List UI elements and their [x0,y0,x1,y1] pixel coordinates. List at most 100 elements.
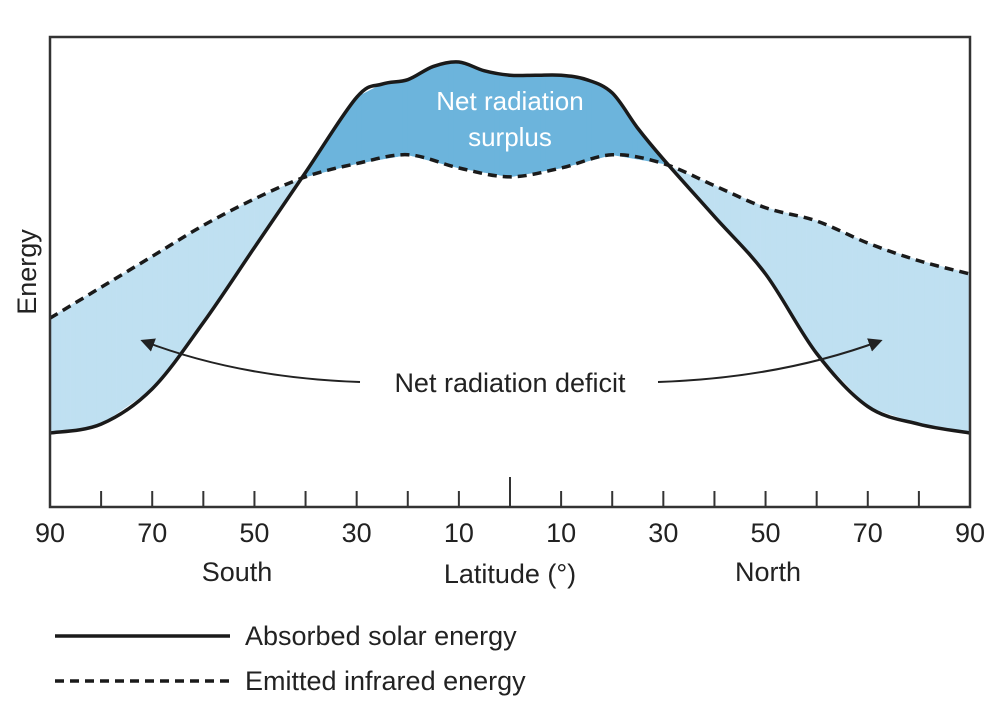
surplus-fill-segment [468,65,475,172]
surplus-fill-segment [417,71,424,160]
deficit-fill-segment [126,268,133,408]
deficit-fill-segment [949,268,955,431]
deficit-fill-segment [177,237,184,357]
deficit-fill-segment [218,214,225,302]
deficit-fill-segment [882,247,889,414]
surplus-fill-segment [361,91,368,164]
surplus-fill-segment [596,84,603,160]
deficit-fill-segment [80,295,87,429]
deficit-fill-segment [893,251,899,418]
deficit-fill-segment [795,215,802,331]
deficit-fill-segment [203,222,209,324]
x-tick-label: 50 [239,518,269,548]
surplus-fill-segment [351,96,357,166]
x-tick-label: 90 [35,518,65,548]
deficit-fill-segment [923,261,930,427]
deficit-fill-segment [928,263,935,428]
deficit-fill-segment [223,211,230,294]
deficit-fill-segment [187,231,194,344]
deficit-fill-segment [95,286,102,426]
deficit-fill-segment [162,246,168,377]
deficit-annotation: Net radiation deficit [140,338,883,398]
x-tick-label: 50 [751,518,781,548]
deficit-fill-segment [841,231,848,387]
deficit-fill-segment [75,299,81,429]
deficit-fill-segment [898,253,904,420]
deficit-fill-segment [197,224,204,331]
deficit-fill-segment [913,258,920,425]
deficit-fill-segment [862,240,869,408]
surplus-fill-segment [371,86,378,162]
surplus-fill-segment [381,82,388,160]
surplus-fill-segment [473,66,480,172]
surplus-fill-segment [617,99,623,157]
deficit-fill-segment [213,216,219,309]
y-axis-title: Energy [12,229,42,315]
deficit-fill-segment [877,246,884,413]
deficit-arrow-right [657,338,883,383]
legend: Absorbed solar energy Emitted infrared e… [55,621,526,696]
deficit-label: Net radiation deficit [394,368,626,398]
deficit-fill-segment [157,249,163,384]
deficit-fill-segment [70,302,76,430]
deficit-fill-segment [908,256,915,423]
surplus-fill-segment [366,88,373,163]
surplus-fill-segment [586,79,593,162]
series-lines [49,60,971,435]
deficit-fill-segment [192,227,199,337]
surplus-fill-segment [463,63,470,171]
surplus-fill-segment [427,65,434,162]
deficit-fill-segment [954,269,961,432]
surplus-fill-segment [407,76,414,157]
deficit-fill-segment [867,242,874,409]
deficit-fill-segment [151,252,158,390]
deficit-fill-segment [131,265,138,404]
deficit-fill-segment [770,208,777,291]
deficit-fill-segment [780,211,787,307]
surplus-fill-segment [346,103,352,167]
deficit-fill-segment [801,216,807,339]
deficit-fill-segment [59,308,66,432]
deficit-fill-segment [749,200,756,264]
deficit-fill-segment [765,207,771,283]
deficit-fill-segment [821,222,828,365]
deficit-fill-segment [785,212,792,315]
surplus-fill-segment [341,111,347,168]
deficit-fill-segment [228,209,235,287]
surplus-fill-segment [601,87,608,158]
deficit-fill-segment [136,261,143,401]
x-region-label-south: South [202,557,273,587]
surplus-fill-segment [387,81,393,159]
deficit-fill-segment [826,224,833,371]
surplus-label-line-2: surplus [468,122,552,152]
deficit-fill-segment [959,270,966,433]
surplus-fill-segment [392,81,398,158]
deficit-fill-segment [944,266,950,430]
deficit-fill-segment [872,244,879,411]
legend-label-absorbed: Absorbed solar energy [245,621,517,651]
deficit-fill-segment [182,234,189,350]
surplus-fill-segment [606,89,613,157]
deficit-fill-segment [857,238,863,402]
deficit-fill-segment [918,260,925,426]
deficit-fill-segment [831,227,838,376]
x-axis-title: Latitude (°) [444,559,576,589]
deficit-fill-segment [903,255,909,422]
deficit-fill-segment [811,219,817,355]
deficit-fill-segment [116,274,122,415]
surplus-label-line-1: Net radiation [436,86,583,116]
surplus-fill-segment [402,79,409,156]
deficit-fill-segment [90,289,97,427]
surplus-annotation: Net radiation surplus [436,86,583,152]
deficit-fill-segment [933,264,940,429]
deficit-fill-segment [100,283,107,425]
surplus-fill-segment [412,73,419,158]
deficit-fill-segment [208,219,214,317]
deficit-fill-segment [836,229,843,381]
deficit-fill-segment [847,233,853,392]
x-tick-label: 30 [648,518,678,548]
x-region-label-north: North [735,557,801,587]
x-tick-label: 70 [853,518,883,548]
deficit-arrow-left [140,338,361,383]
